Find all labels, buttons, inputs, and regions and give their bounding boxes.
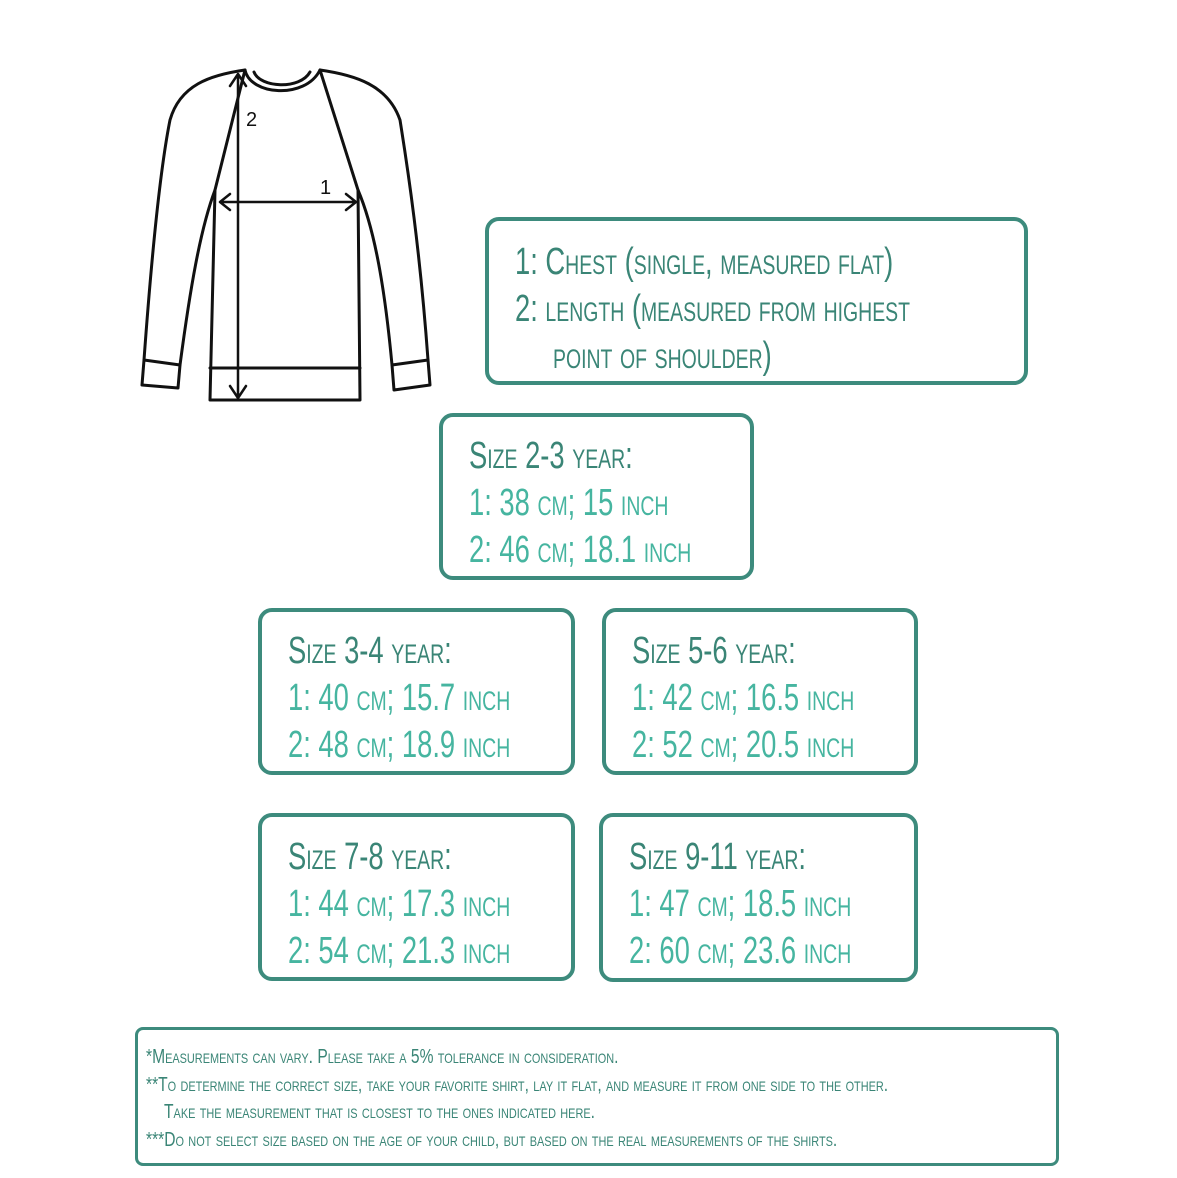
- chest-arrow-icon: [218, 192, 358, 212]
- size-title: Size 5-6 year:: [632, 630, 796, 672]
- size-length: 2: 54 cm; 21.3 inch: [288, 930, 511, 972]
- size-title: Size 3-4 year:: [288, 630, 452, 672]
- legend-length: 2: length (measured from highest: [515, 288, 910, 330]
- size-title: Size 2-3 year:: [469, 435, 633, 477]
- size-title: Size 7-8 year:: [288, 836, 452, 878]
- size-chest: 1: 44 cm; 17.3 inch: [288, 883, 511, 925]
- note-determine-size: **To determine the correct size, take yo…: [146, 1073, 889, 1096]
- size-card-2-3: Size 2-3 year: 1: 38 cm; 15 inch 2: 46 c…: [439, 413, 754, 580]
- chest-label: 1: [320, 177, 331, 199]
- size-length: 2: 48 cm; 18.9 inch: [288, 724, 511, 766]
- size-card-5-6: Size 5-6 year: 1: 42 cm; 16.5 inch 2: 52…: [602, 608, 918, 775]
- legend-length-cont: point of shoulder): [553, 335, 772, 377]
- note-tolerance: *Measurements can vary. Please take a 5%…: [146, 1046, 619, 1068]
- notes-box: *Measurements can vary. Please take a 5%…: [135, 1027, 1059, 1166]
- note-determine-size-cont: Take the measurement that is closest to …: [164, 1101, 595, 1123]
- size-length: 2: 52 cm; 20.5 inch: [632, 724, 855, 766]
- size-chest: 1: 42 cm; 16.5 inch: [632, 677, 855, 719]
- sweater-diagram: 1 2: [140, 68, 432, 402]
- length-label: 2: [246, 109, 257, 131]
- length-arrow-icon: [228, 72, 248, 400]
- size-title: Size 9-11 year:: [629, 836, 806, 878]
- size-length: 2: 46 cm; 18.1 inch: [469, 529, 692, 571]
- sweater-outline: [142, 68, 430, 402]
- size-card-7-8: Size 7-8 year: 1: 44 cm; 17.3 inch 2: 54…: [258, 813, 575, 981]
- size-chest: 1: 40 cm; 15.7 inch: [288, 677, 511, 719]
- size-chest: 1: 47 cm; 18.5 inch: [629, 883, 852, 925]
- size-chest: 1: 38 cm; 15 inch: [469, 482, 669, 524]
- measurement-legend: 1: Chest (single, measured flat) 2: leng…: [485, 217, 1028, 385]
- note-age: ***Do not select size based on the age o…: [146, 1128, 838, 1151]
- size-card-3-4: Size 3-4 year: 1: 40 cm; 15.7 inch 2: 48…: [258, 608, 575, 775]
- size-length: 2: 60 cm; 23.6 inch: [629, 930, 852, 972]
- size-card-9-11: Size 9-11 year: 1: 47 cm; 18.5 inch 2: 6…: [599, 813, 918, 982]
- legend-chest: 1: Chest (single, measured flat): [515, 241, 894, 283]
